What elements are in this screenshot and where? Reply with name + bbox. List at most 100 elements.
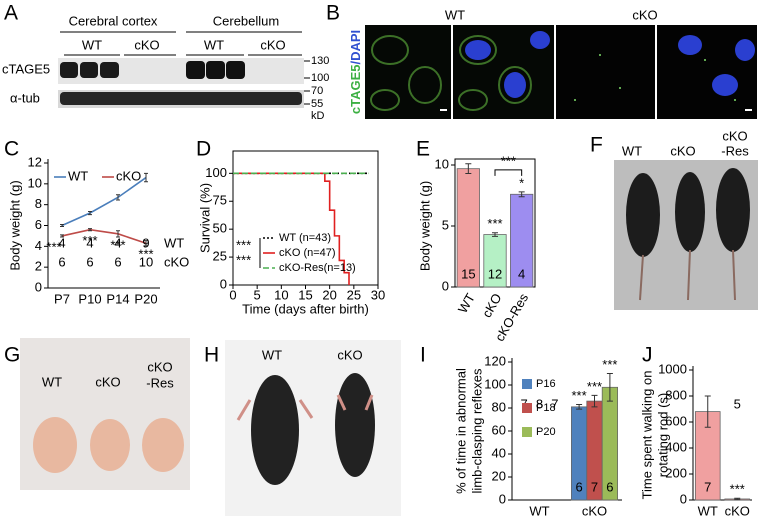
x-tick-label: 15 <box>298 287 312 302</box>
x-tick-label: P14 <box>106 291 129 306</box>
y-tick-label: 600 <box>665 413 687 428</box>
line <box>233 172 350 285</box>
blot-band <box>206 61 225 79</box>
y-tick-label: 0 <box>220 276 227 291</box>
photo-label: cKO <box>670 143 695 158</box>
y-tick-label: 10 <box>28 175 42 190</box>
significance: *** <box>236 252 251 267</box>
sample-size: 8 <box>536 396 543 411</box>
error-bar <box>704 395 711 428</box>
error-bar <box>591 394 598 408</box>
table-row-label: cKO <box>164 254 189 269</box>
paws <box>236 394 374 421</box>
y-tick-label: 0 <box>442 278 449 293</box>
blot-band <box>100 62 119 78</box>
legend-label: cKO (n=47) <box>279 247 336 259</box>
blot-strip <box>58 58 304 84</box>
puncta <box>574 54 736 101</box>
blot-region: Cerebral cortex <box>69 13 158 28</box>
error-bar <box>144 240 148 247</box>
error-bar <box>492 232 498 237</box>
legend-label: WT (n=43) <box>279 232 331 244</box>
significance: *** <box>730 482 745 497</box>
y-tick-label: 0 <box>680 491 687 506</box>
error-bar <box>116 194 120 201</box>
x-tick-label: cKO <box>725 503 750 518</box>
photo-label: WT <box>42 374 62 389</box>
y-tick-label: 40 <box>492 445 506 460</box>
microscopy-panel: WT cKO cTAGE5/DAPI <box>348 7 757 119</box>
tails <box>639 249 736 301</box>
legend-label: P18 <box>536 402 556 414</box>
sample-size: 6 <box>114 254 121 269</box>
y-tick-label: 0 <box>35 279 42 294</box>
blot-band <box>60 62 78 78</box>
panel-label: H <box>204 344 219 367</box>
sample-size: 7 <box>551 396 558 411</box>
photo-label: cKO <box>337 347 362 362</box>
y-tick-label: 60 <box>492 422 506 437</box>
significance: *** <box>572 388 587 403</box>
significance: *** <box>602 357 617 372</box>
micrograph <box>657 25 757 119</box>
y-axis-label: rotating rod (s) <box>655 393 670 478</box>
marker-label: 55 <box>311 98 323 110</box>
mouse <box>675 172 705 252</box>
sample-size: 6 <box>606 479 613 494</box>
mouse <box>716 168 750 252</box>
stain-green: cTAGE5 <box>348 65 363 115</box>
y-tick-label: 200 <box>665 465 687 480</box>
y-tick-label: 6 <box>35 217 42 232</box>
blot-panel: Cerebral cortex Cerebellum WT cKO WT cKO… <box>2 13 329 121</box>
panel-label: E <box>416 138 430 161</box>
x-tick-label: P10 <box>78 291 101 306</box>
y-axis-label: Body weight (g) <box>7 180 22 270</box>
y-tick-label: 75 <box>213 193 227 208</box>
significance: *** <box>82 233 97 248</box>
marker-unit: kD <box>311 110 325 122</box>
error-bar <box>465 163 472 175</box>
table-row-label: WT <box>164 235 184 250</box>
y-axis-label: Body weight (g) <box>417 181 432 271</box>
marker-label: 70 <box>311 85 323 97</box>
mouse-photo-panel: WT cKO cKO -Res <box>614 128 758 310</box>
error-bar <box>116 230 120 238</box>
x-tick-label: WT <box>455 291 478 316</box>
x-tick-label: cKO <box>479 291 505 320</box>
group-label: cKO <box>632 7 657 22</box>
y-tick-label: 120 <box>484 353 506 368</box>
sample-size: 4 <box>86 235 93 250</box>
y-tick-label: 2 <box>35 259 42 274</box>
micrograph <box>556 25 655 119</box>
sample-size: 6 <box>58 254 65 269</box>
bracket <box>494 169 523 176</box>
y-tick-label: 4 <box>35 238 42 253</box>
nuclei <box>465 31 755 98</box>
blot-band <box>186 61 205 79</box>
error-bar <box>576 404 583 410</box>
y-axis-label: Survival (%) <box>197 183 212 253</box>
marker-label: 100 <box>311 72 329 84</box>
group-label: WT <box>445 7 465 22</box>
significance: * <box>519 175 524 190</box>
sample-size: 4 <box>114 235 121 250</box>
error-bar <box>60 223 64 228</box>
x-tick-label: 5 <box>254 287 261 302</box>
blot-lane: WT <box>204 37 224 52</box>
significance: *** <box>46 239 61 254</box>
sample-size: 6 <box>86 254 93 269</box>
y-tick-label: 10 <box>435 156 449 171</box>
x-tick-label: 30 <box>371 287 385 302</box>
significance: *** <box>110 237 125 252</box>
panel-label: F <box>590 134 603 157</box>
mouse <box>251 375 299 485</box>
panel-label: A <box>4 2 18 25</box>
y-tick-label: 0 <box>499 491 506 506</box>
brain <box>90 419 130 471</box>
photo-label: cKO <box>147 359 172 374</box>
legend-swatch <box>522 403 532 413</box>
blot-lane: WT <box>82 37 102 52</box>
photo-label: cKO <box>95 374 120 389</box>
y-axis-label: limb-clasping reflexes <box>469 368 484 493</box>
